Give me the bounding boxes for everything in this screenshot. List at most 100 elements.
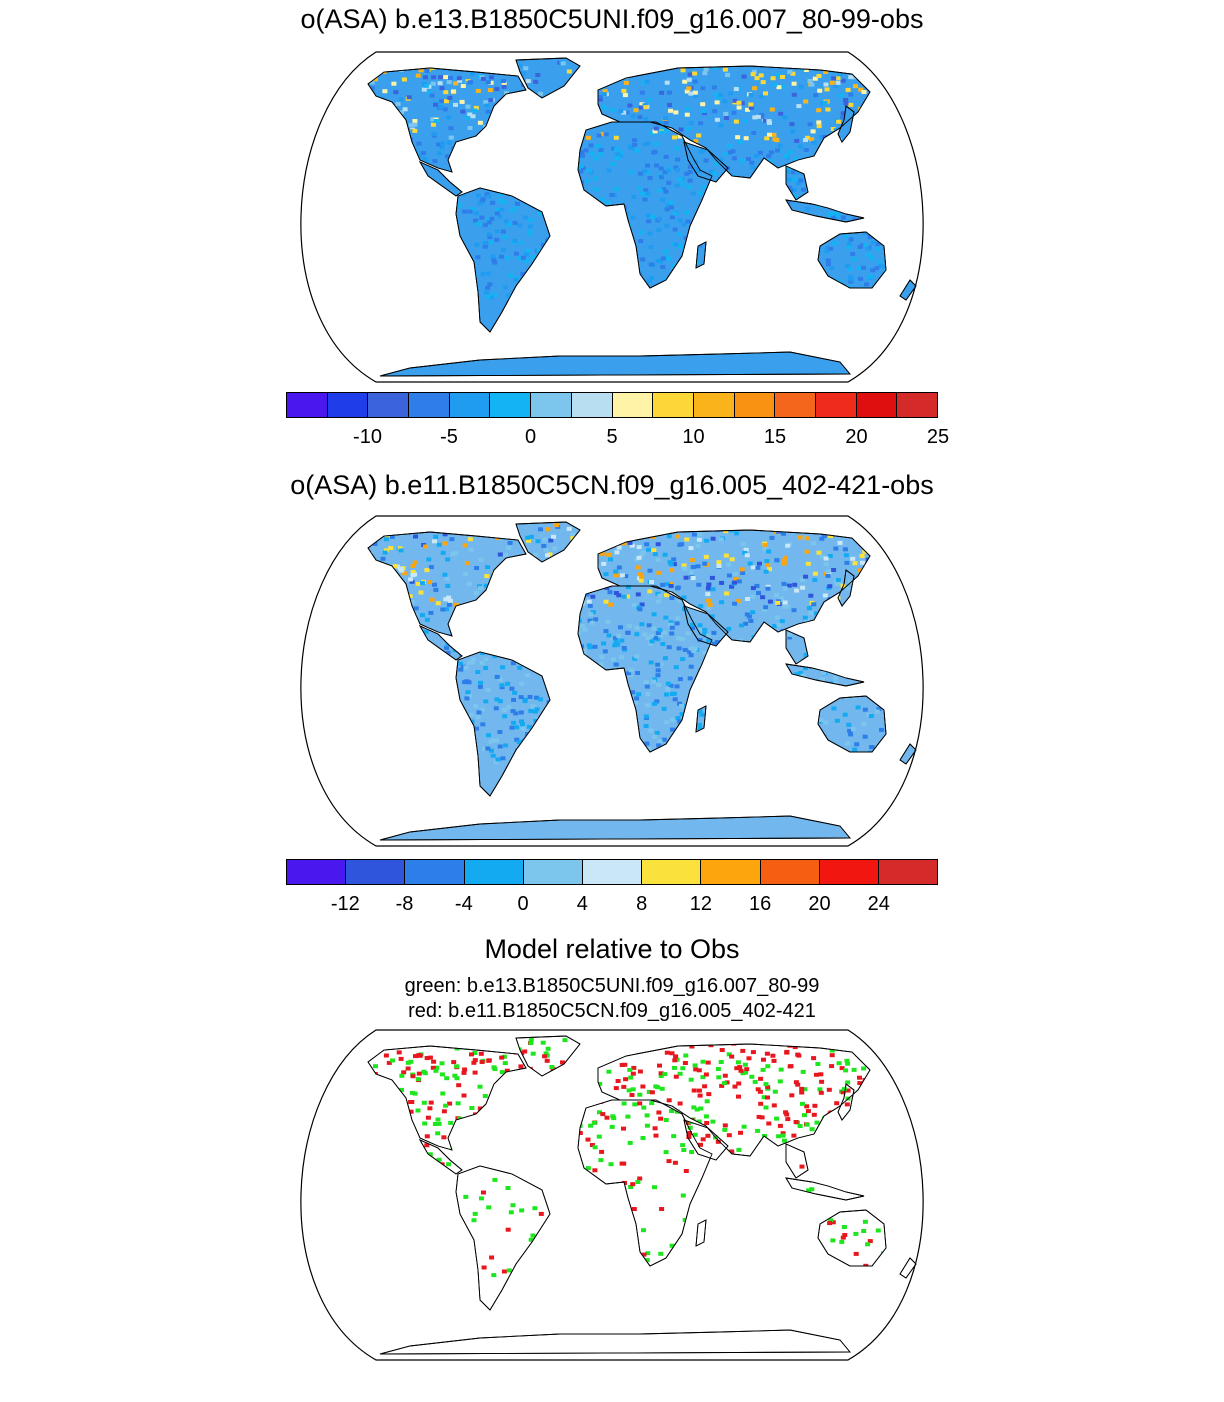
coastline	[695, 241, 707, 269]
coastline	[785, 165, 809, 201]
coastline	[837, 105, 855, 143]
colorbar-box	[327, 393, 369, 417]
map-frame	[300, 515, 924, 847]
coastline	[683, 1119, 729, 1161]
colorbar-box	[897, 393, 937, 417]
colorbar-box	[612, 393, 654, 417]
coastline	[455, 651, 551, 797]
coastline	[785, 629, 809, 665]
coastline	[379, 1329, 851, 1355]
coastline	[899, 743, 917, 765]
coastline	[597, 529, 871, 643]
colorbar-tick-label: 12	[689, 893, 713, 915]
panel1-map	[300, 51, 924, 383]
coastline	[418, 625, 463, 661]
colorbar-box	[693, 393, 735, 417]
colorbar-tick-label: 0	[517, 893, 529, 915]
colorbar-tick-label: 25	[926, 426, 950, 448]
coastline	[367, 67, 527, 173]
coastline	[597, 1043, 871, 1157]
coastline	[515, 1035, 581, 1077]
coastline	[785, 1177, 865, 1201]
coastline	[817, 231, 887, 289]
colorbar-box	[819, 860, 879, 884]
coastline	[367, 531, 527, 637]
panel1-colorbar-ticks: -10 -5 0 5 10 15 20 25	[286, 426, 949, 452]
panel3-legend-green: green: b.e13.B1850C5UNI.f09_g16.007_80-9…	[404, 975, 820, 997]
colorbar-box	[856, 393, 898, 417]
panel2-landmass	[367, 521, 917, 841]
colorbar-box	[734, 393, 776, 417]
coastline	[899, 279, 917, 301]
coastline	[785, 1143, 809, 1179]
colorbar-box	[368, 393, 410, 417]
map-frame	[300, 1029, 924, 1361]
panel2-colorbar	[286, 859, 938, 885]
panel2-map	[300, 515, 924, 847]
colorbar-tick-label: 0	[524, 426, 537, 448]
colorbar-tick-label: -4	[454, 893, 473, 915]
colorbar-tick-label: -5	[440, 426, 458, 448]
colorbar-tick-label: -8	[395, 893, 414, 915]
colorbar-tick-label: 10	[682, 426, 705, 448]
map-frame	[300, 51, 924, 383]
colorbar-box	[815, 393, 857, 417]
coastline	[597, 65, 871, 179]
colorbar-tick-label: 16	[749, 893, 772, 915]
colorbar-box	[464, 860, 524, 884]
continent-australia	[817, 1209, 887, 1267]
colorbar-tick-label: -10	[353, 426, 382, 448]
colorbar-tick-label: 15	[763, 426, 787, 448]
coastline	[837, 1083, 855, 1121]
coastline	[817, 695, 887, 753]
colorbar-box	[775, 393, 816, 417]
colorbar-box	[405, 860, 465, 884]
colorbar-box	[760, 860, 820, 884]
colorbar-box	[409, 393, 450, 417]
coastline	[515, 521, 581, 563]
panel1-colorbar	[286, 392, 938, 418]
colorbar-box	[701, 860, 761, 884]
coastline	[817, 1209, 887, 1267]
coastline	[418, 161, 463, 197]
panel3-landmass	[367, 1035, 917, 1355]
coastline	[515, 57, 581, 99]
panel3-legend-red: red: b.e11.B1850C5CN.f09_g16.005_402-421	[408, 1000, 816, 1022]
colorbar-box	[287, 860, 347, 884]
colorbar-box	[449, 393, 491, 417]
coastline	[683, 605, 729, 647]
colorbar-tick-label: 20	[845, 426, 868, 448]
coastline	[785, 199, 865, 223]
colorbar-tick-label: 4	[576, 893, 588, 915]
colorbar-tick-label: -12	[330, 893, 360, 915]
colorbar-box	[878, 860, 938, 884]
panel1-landmass	[367, 57, 917, 377]
panel3-title: Model relative to Obs	[484, 934, 740, 964]
colorbar-box	[531, 393, 572, 417]
panel1-title: o(ASA) b.e13.B1850C5UNI.f09_g16.007_80-9…	[300, 4, 924, 34]
colorbar-tick-label: 24	[867, 893, 890, 915]
colorbar-tick-label: 8	[636, 893, 648, 915]
colorbar-box	[490, 393, 532, 417]
coastline	[455, 1165, 551, 1311]
panel3-map	[300, 1029, 924, 1361]
colorbar-box	[346, 860, 406, 884]
colorbar-box	[653, 393, 694, 417]
colorbar-box	[582, 860, 643, 884]
coastline	[379, 351, 851, 377]
coastline	[379, 815, 851, 841]
coastline	[695, 705, 707, 733]
colorbar-box	[523, 860, 583, 884]
coastline	[837, 569, 855, 607]
colorbar-tick-label: 20	[808, 893, 831, 915]
panel2-title: o(ASA) b.e11.B1850C5CN.f09_g16.005_402-4…	[290, 470, 934, 500]
colorbar-tick-label: 5	[606, 426, 618, 448]
colorbar-box	[642, 860, 702, 884]
colorbar-box	[287, 393, 328, 417]
coastline	[455, 187, 551, 333]
coastline	[367, 1045, 527, 1151]
coastline	[899, 1257, 917, 1279]
coastline	[683, 141, 729, 183]
coastline	[418, 1139, 463, 1175]
colorbar-box	[571, 393, 613, 417]
